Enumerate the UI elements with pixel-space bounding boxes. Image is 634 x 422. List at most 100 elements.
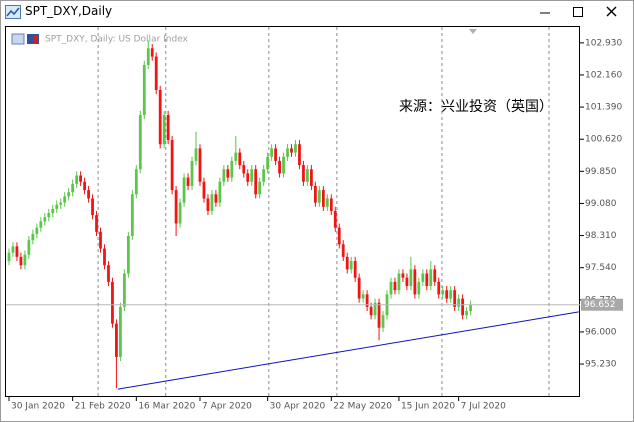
y-tick-label: 101.390: [585, 103, 622, 113]
y-tick-label: 100.620: [585, 135, 622, 145]
candle-body: [87, 190, 90, 199]
trend-line: [117, 311, 579, 390]
y-tick-label: 99.080: [585, 199, 617, 209]
y-tick-label: 97.540: [585, 263, 617, 273]
candle-body: [230, 160, 234, 178]
candle-body: [361, 294, 365, 299]
candle-body: [393, 281, 397, 291]
y-tick-label: 96.000: [585, 327, 617, 337]
candle-body: [27, 240, 31, 255]
candle-body: [202, 181, 206, 199]
candle-body: [31, 233, 35, 241]
y-tick-label: 99.850: [585, 167, 617, 177]
candle-body: [162, 115, 166, 145]
x-tick-label: 30 Jan 2020: [11, 402, 65, 412]
candle-body: [55, 204, 59, 209]
candle-body: [401, 273, 405, 278]
candle-body: [218, 181, 222, 203]
chart-icons: [11, 33, 39, 45]
candle-body: [317, 190, 321, 203]
shift-marker: [469, 29, 477, 34]
candle-body: [35, 227, 39, 234]
candle-body: [83, 181, 86, 191]
window-controls[interactable]: [531, 1, 631, 23]
candle-body: [107, 265, 110, 282]
candle-body: [198, 148, 202, 182]
candle-body: [333, 210, 337, 228]
candle-body: [158, 89, 162, 145]
candle-body: [373, 302, 377, 316]
candle-body: [67, 192, 71, 197]
y-tick-label: 98.310: [585, 231, 617, 241]
candle-body: [226, 169, 230, 178]
chart-title: SPT_DXY, Daily: US Dollar Index: [45, 35, 189, 45]
candle-body: [39, 221, 43, 228]
candle-body: [349, 261, 353, 270]
candle-body: [266, 156, 270, 170]
candle-body: [11, 246, 15, 253]
candle-body: [290, 148, 293, 153]
candle-body: [325, 198, 329, 207]
candle-body: [23, 254, 27, 266]
candle-body: [174, 190, 178, 224]
candle-body: [425, 273, 429, 287]
maximize-button[interactable]: [573, 7, 583, 17]
candle-body: [341, 244, 345, 257]
chart: SPT_DXY, Daily: US Dollar Index 来源：兴业投资（…: [5, 26, 623, 412]
candle-body: [126, 235, 130, 274]
candle-body: [262, 169, 266, 182]
candle-body: [449, 290, 453, 299]
candle-body: [99, 231, 102, 249]
candle-body: [345, 256, 349, 270]
candle-body: [214, 194, 218, 203]
x-tick-label: 7 Apr 2020: [202, 402, 252, 412]
candle-body: [111, 281, 114, 324]
plot-frame: [5, 26, 580, 397]
x-tick-label: 16 Mar 2020: [138, 402, 195, 412]
candle-body: [270, 148, 274, 157]
candle-body: [258, 181, 262, 195]
candle-body: [298, 144, 301, 166]
candle-body: [381, 315, 385, 328]
candle-body: [91, 198, 94, 216]
candle-body: [306, 169, 309, 182]
close-button[interactable]: [606, 6, 617, 17]
candle-body: [413, 269, 417, 295]
candle-body: [146, 48, 150, 65]
candle-body: [182, 177, 186, 203]
candle-body: [453, 290, 457, 307]
candle-body: [234, 152, 238, 161]
candle-body: [254, 169, 258, 195]
candle-body: [154, 56, 158, 90]
candle-body: [170, 140, 174, 191]
candle-body: [321, 190, 325, 207]
candle-body: [166, 115, 170, 141]
candle-body: [79, 175, 83, 182]
x-tick-label: 30 Apr 2020: [270, 402, 326, 412]
candle-body: [242, 165, 246, 174]
candle-body: [365, 294, 369, 307]
candle-body: [19, 256, 23, 266]
y-tick-label: 95.230: [585, 360, 617, 370]
price-label-box: [581, 298, 623, 311]
candle-body: [142, 64, 146, 116]
candle-body: [43, 217, 47, 222]
candle-body: [190, 160, 194, 186]
candle-body: [119, 306, 122, 357]
candle-body: [310, 169, 313, 186]
candle-body: [329, 198, 333, 211]
candle-body: [445, 290, 449, 299]
candle-body: [250, 169, 254, 182]
candle-body: [63, 196, 67, 203]
candle-body: [178, 202, 182, 224]
candle-body: [417, 281, 421, 295]
x-tick-label: 21 Feb 2020: [75, 402, 131, 412]
candle-body: [138, 115, 142, 170]
annotation: 来源：兴业投资（英国）: [399, 98, 553, 115]
candle-body: [313, 185, 317, 203]
candle-body: [134, 169, 138, 195]
candle-body: [115, 323, 118, 357]
candle-body: [15, 246, 19, 257]
candle-body: [7, 252, 11, 262]
